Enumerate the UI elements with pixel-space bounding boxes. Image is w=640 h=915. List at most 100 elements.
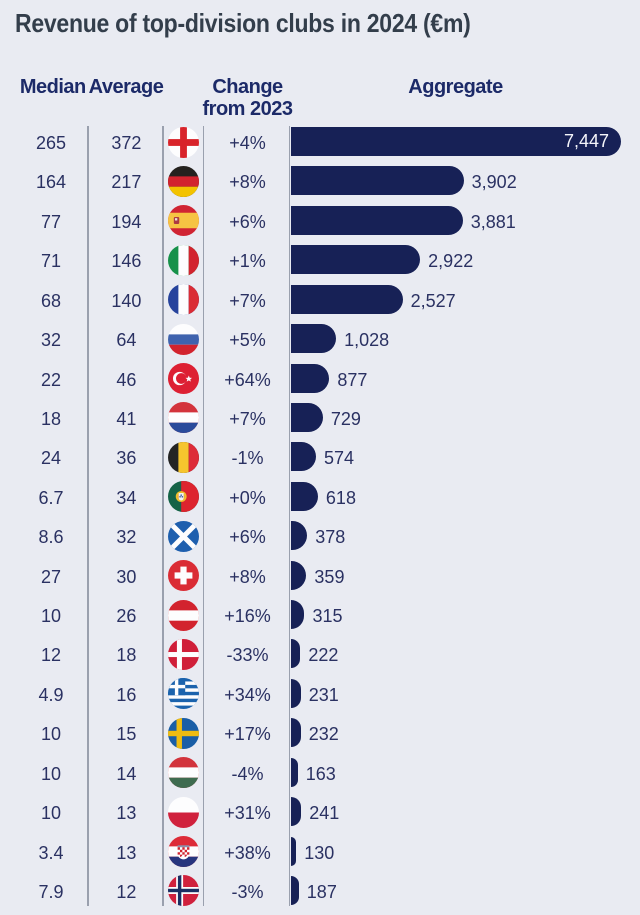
column-header-change-line1: Change (212, 76, 283, 98)
average-value: 140 (111, 290, 142, 311)
aggregate-value: 3,902 (471, 172, 517, 193)
median-value: 3.4 (38, 842, 64, 863)
aggregate-bar: 7,447 (290, 127, 621, 156)
aggregate-value: 315 (312, 606, 343, 627)
aggregate-value: 1,028 (344, 330, 390, 351)
aggregate-value: 359 (314, 566, 345, 587)
aggregate-value: 2,527 (410, 290, 456, 311)
change-value: +0% (229, 487, 266, 508)
average-value: 32 (116, 527, 137, 548)
average-value: 14 (116, 763, 137, 784)
turkey-flag-icon (167, 363, 199, 395)
russia-flag-icon (167, 323, 199, 355)
median-value: 24 (40, 448, 62, 469)
average-value: 13 (116, 803, 137, 824)
aggregate-bar (290, 836, 297, 866)
switzerland-flag-icon (167, 560, 199, 592)
average-value: 15 (116, 724, 137, 745)
austria-flag-icon (167, 599, 199, 631)
croatia-flag-icon (167, 836, 199, 868)
portugal-flag-icon (167, 481, 199, 513)
median-value: 22 (40, 369, 62, 390)
change-value: +16% (224, 606, 271, 627)
average-value: 41 (116, 408, 137, 429)
aggregate-bar (290, 797, 302, 827)
average-value: 26 (116, 606, 137, 627)
median-value: 7.9 (38, 881, 64, 902)
aggregate-bar (290, 245, 421, 275)
column-header-average: Average (88, 76, 164, 98)
aggregate-value: 222 (308, 645, 339, 666)
change-value: +8% (229, 566, 266, 587)
average-value: 46 (116, 369, 137, 390)
change-value: +8% (229, 172, 266, 193)
scotland-flag-icon (167, 520, 199, 552)
change-value: +5% (229, 330, 266, 351)
poland-flag-icon (167, 796, 199, 828)
median-value: 27 (40, 566, 62, 587)
change-value: +1% (229, 251, 266, 272)
aggregate-bar (290, 757, 298, 787)
aggregate-axis-line (288, 126, 291, 906)
average-value: 30 (116, 566, 137, 587)
italy-flag-icon (167, 244, 199, 276)
median-value: 32 (40, 330, 62, 351)
england-flag-icon (167, 126, 199, 158)
aggregate-value: 378 (315, 527, 346, 548)
median-value: 10 (40, 763, 62, 784)
hungary-flag-icon (167, 757, 199, 789)
aggregate-bar (290, 678, 301, 708)
average-value: 13 (116, 842, 137, 863)
change-value: +4% (229, 133, 266, 153)
netherlands-flag-icon (167, 402, 199, 434)
sweden-flag-icon (167, 717, 199, 749)
change-value: +31% (224, 803, 271, 824)
change-value: +7% (229, 290, 266, 311)
column-separator-1 (87, 126, 89, 906)
average-value: 36 (116, 448, 137, 469)
aggregate-bar (290, 560, 307, 590)
change-value: +6% (229, 527, 266, 548)
aggregate-value: 877 (337, 369, 368, 390)
column-header-aggregate: Aggregate (408, 76, 503, 98)
column-header-change-line2: from 2023 (202, 97, 294, 120)
change-value: -3% (231, 881, 264, 902)
average-value: 64 (116, 330, 137, 351)
aggregate-value: 130 (304, 842, 335, 863)
aggregate-value: 231 (308, 684, 339, 705)
aggregate-bar (290, 284, 403, 314)
aggregate-bar (290, 875, 299, 905)
spain-flag-icon (167, 205, 199, 237)
aggregate-bar (290, 481, 318, 511)
aggregate-bar (290, 363, 330, 393)
france-flag-icon (167, 284, 199, 316)
average-value: 217 (111, 172, 142, 193)
column-separator-2 (162, 126, 164, 906)
average-value: 12 (116, 881, 137, 902)
average-value: 18 (116, 645, 137, 666)
change-value: +38% (224, 842, 271, 863)
norway-flag-icon (167, 875, 199, 907)
column-header-change: Change from 2023 (202, 76, 294, 120)
aggregate-bar (290, 639, 301, 669)
column-header-median: Median (19, 76, 86, 98)
median-value: 265 (35, 133, 67, 153)
median-value: 6.7 (38, 487, 64, 508)
change-value: -33% (226, 645, 269, 666)
change-value: -4% (231, 763, 264, 784)
change-value: +7% (229, 408, 266, 429)
change-value: +6% (229, 211, 266, 232)
average-value: 372 (111, 133, 142, 153)
change-value: +17% (224, 724, 271, 745)
greece-flag-icon (167, 678, 199, 710)
average-value: 16 (116, 684, 137, 705)
median-value: 10 (40, 803, 62, 824)
aggregate-value: 2,922 (428, 251, 474, 272)
aggregate-value: 3,881 (470, 211, 516, 232)
change-value: -1% (231, 448, 264, 469)
median-value: 18 (40, 408, 62, 429)
aggregate-bar (290, 442, 316, 472)
aggregate-bar (290, 402, 323, 432)
average-value: 146 (111, 251, 142, 272)
